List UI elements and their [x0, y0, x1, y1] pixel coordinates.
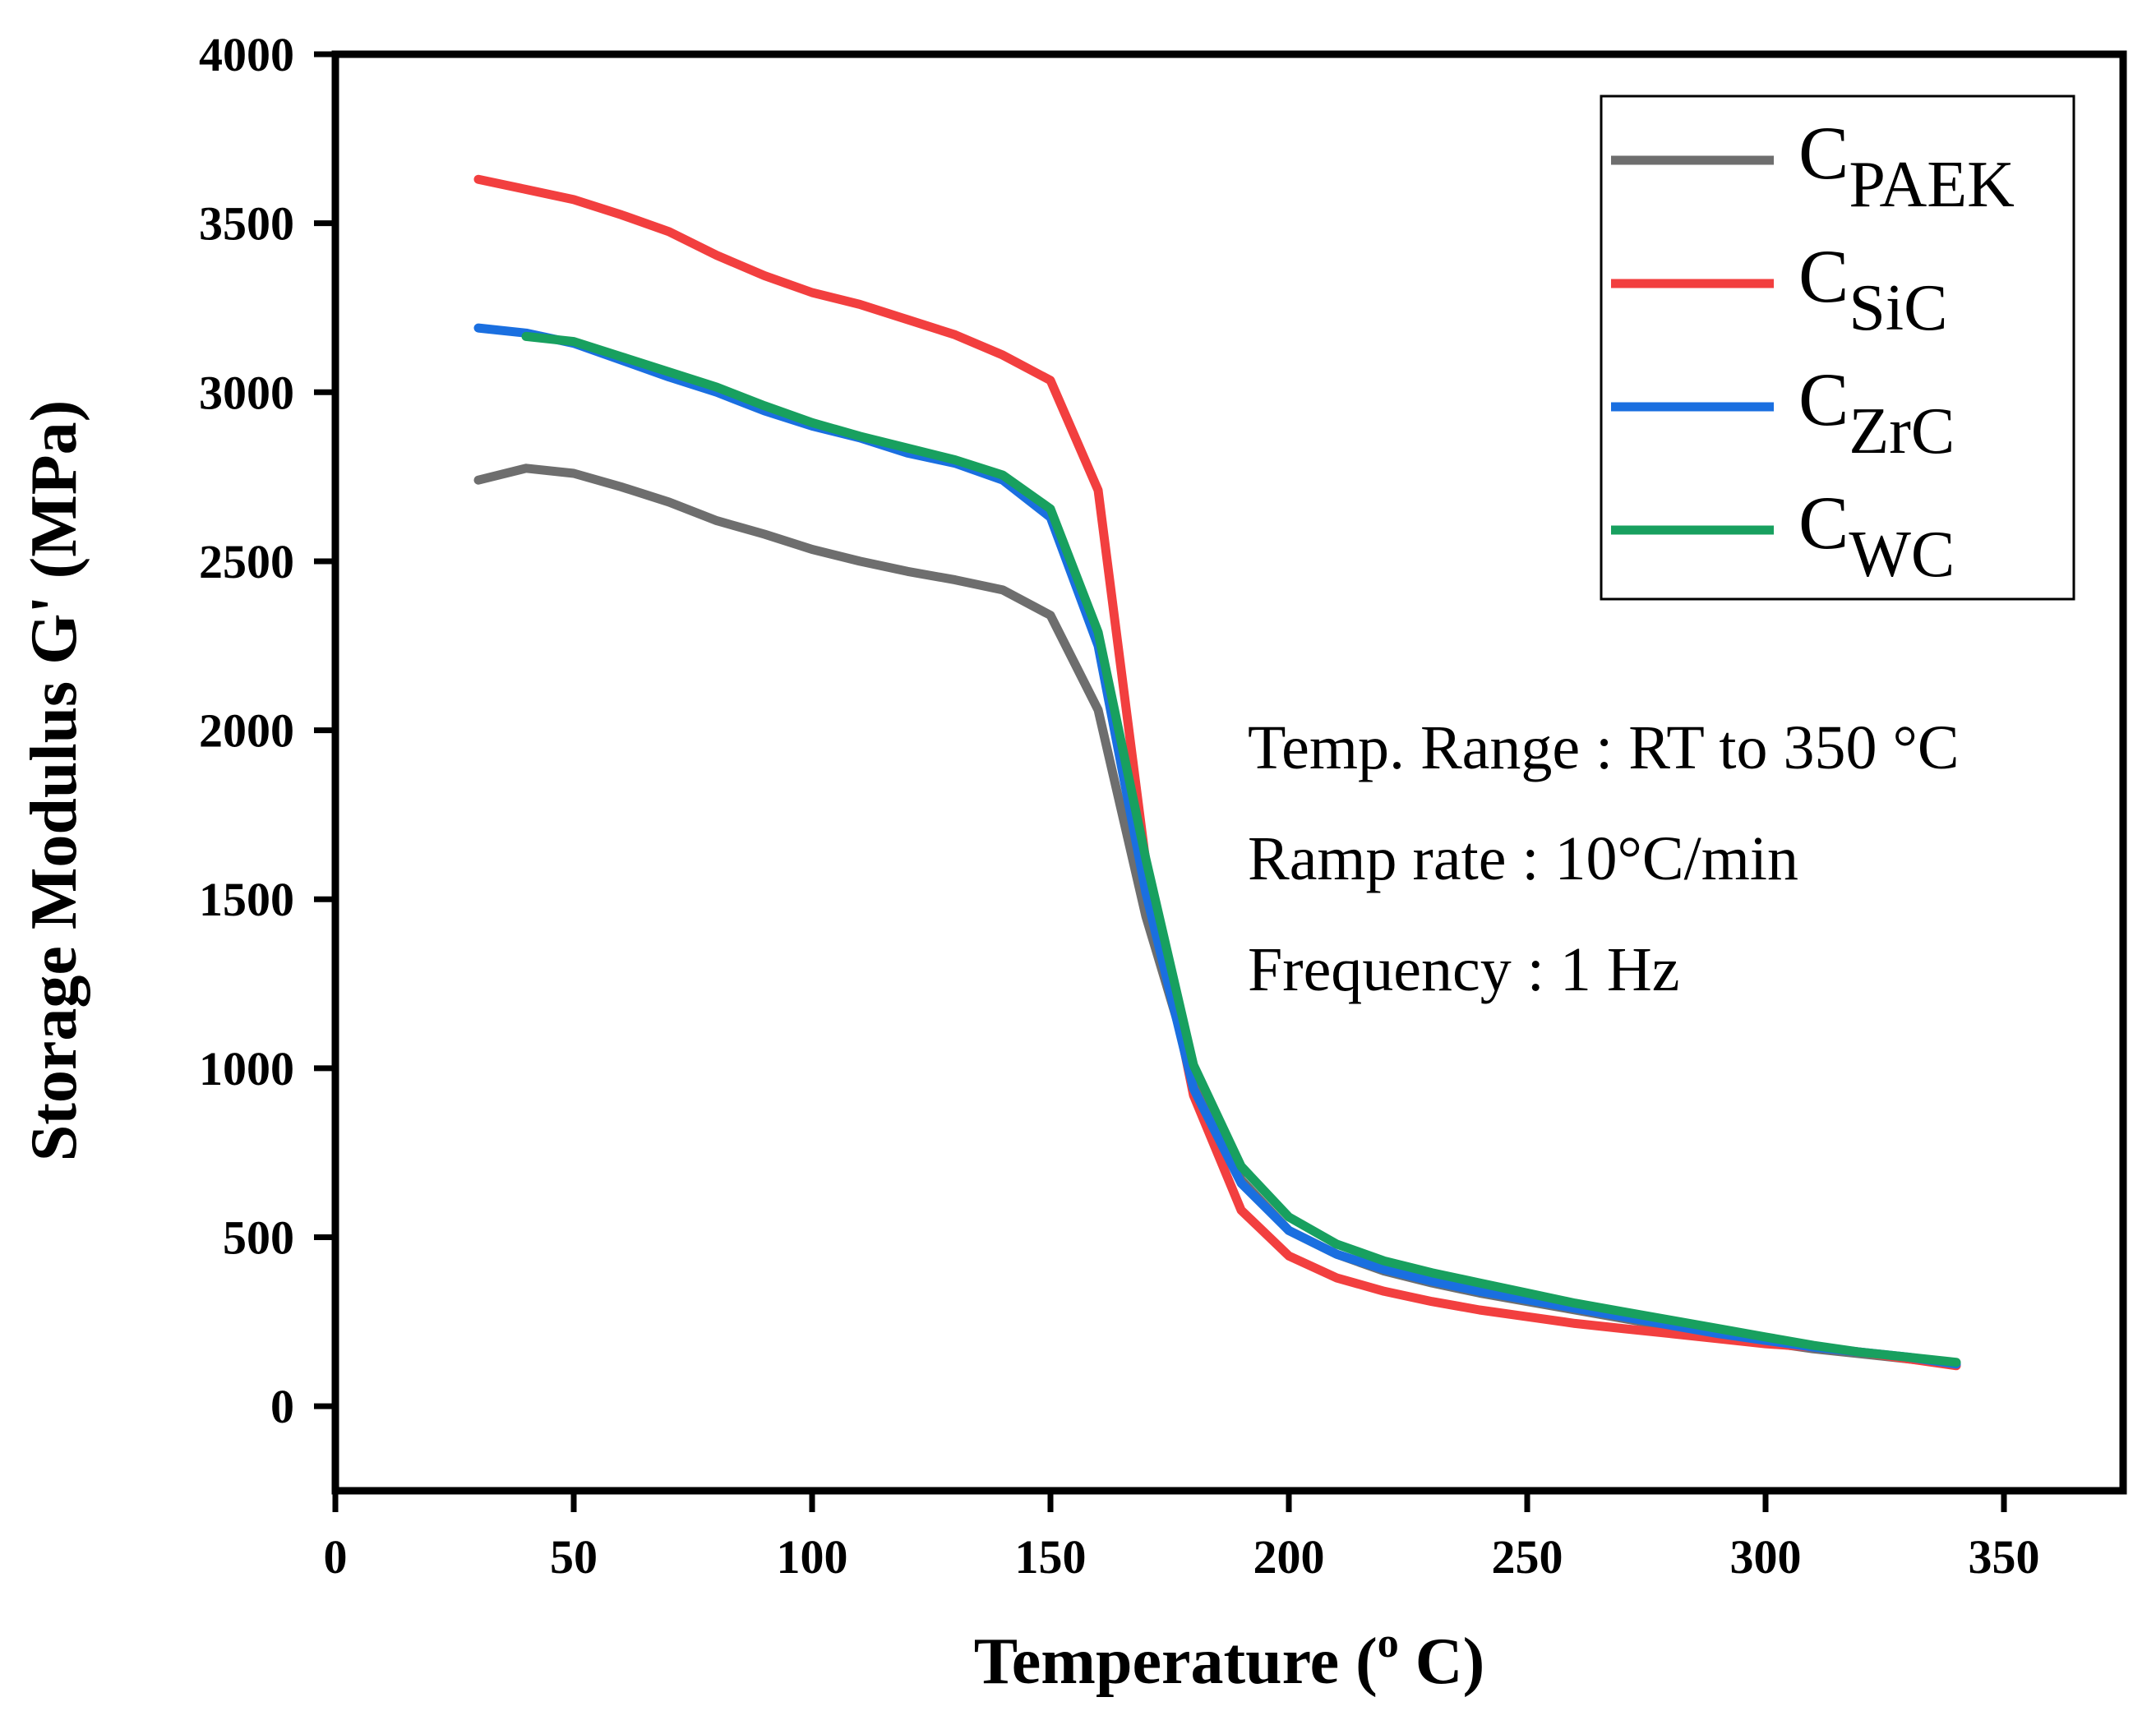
legend-label-prefix: C [1798, 111, 1849, 195]
series-line-wc [521, 331, 1961, 1367]
series-line-sic [473, 174, 1961, 1371]
x-tick-label: 50 [550, 1530, 598, 1584]
y-tick-label: 1500 [199, 873, 294, 926]
x-tick-label: 150 [1015, 1530, 1087, 1584]
x-tick-label: 100 [777, 1530, 848, 1584]
x-tick-label: 0 [324, 1530, 348, 1584]
legend-label-sic: CSiC [1798, 234, 1947, 344]
y-tick-label: 1000 [199, 1042, 294, 1095]
x-axis: 0 50 100 150 200 250 300 350 [324, 1491, 2040, 1584]
series-layer [473, 174, 1961, 1371]
legend-label-wc: CWC [1798, 481, 1955, 591]
plot-frame [331, 50, 2127, 1495]
y-axis: 0 500 1000 1500 2000 2500 3000 3500 4000 [199, 28, 335, 1433]
x-tick-label: 200 [1253, 1530, 1325, 1584]
y-tick-label: 3000 [199, 366, 294, 419]
x-tick-label: 350 [1969, 1530, 2040, 1584]
y-axis-title: Storage Modulus G' (MPa) [18, 400, 90, 1162]
legend-label-subscript: PAEK [1849, 149, 2015, 221]
legend-label-subscript: WC [1849, 519, 1955, 591]
legend-label-zrc: CZrC [1798, 357, 1955, 468]
annotation-line: Frequency : 1 Hz [1248, 935, 1680, 1004]
series-line-zrc [473, 323, 1961, 1369]
legend-label-paek: CPAEK [1798, 111, 2015, 221]
y-tick-label: 500 [223, 1211, 294, 1265]
y-tick-label: 3500 [199, 197, 294, 251]
annotations: Temp. Range : RT to 350 °C Ramp rate : 10… [1248, 713, 1960, 1004]
x-axis-title-main: Temperature ( [974, 1626, 1378, 1698]
x-axis-title: Temperature (o C) [974, 1620, 1484, 1698]
x-tick-label: 250 [1492, 1530, 1563, 1584]
legend-label-prefix: C [1798, 481, 1849, 565]
annotation-line: Temp. Range : RT to 350 °C [1248, 713, 1960, 782]
x-axis-title-end: C) [1399, 1626, 1484, 1698]
y-tick-label: 2500 [199, 535, 294, 588]
legend-label-subscript: ZrC [1849, 395, 1955, 468]
annotation-line: Ramp rate : 10°C/min [1248, 824, 1798, 893]
legend-label-prefix: C [1798, 234, 1849, 318]
legend-label-prefix: C [1798, 357, 1849, 441]
x-axis-title-superscript: o [1378, 1620, 1399, 1667]
y-tick-label: 2000 [199, 704, 294, 758]
x-tick-label: 300 [1730, 1530, 1802, 1584]
legend-label-subscript: SiC [1849, 272, 1947, 344]
legend-box [1600, 95, 2075, 601]
y-tick-label: 4000 [199, 28, 294, 81]
y-tick-label: 0 [270, 1380, 294, 1433]
